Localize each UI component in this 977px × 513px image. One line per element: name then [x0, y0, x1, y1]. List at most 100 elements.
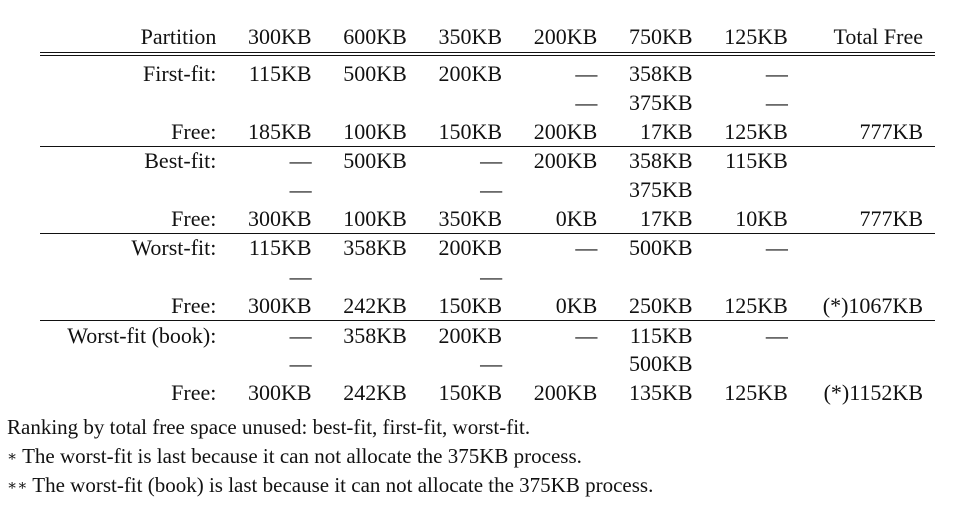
table-row: Free: 300KB 242KB 150KB 200KB 135KB 125KB (*)11…	[40, 379, 935, 408]
table-row: — — 500KB	[40, 350, 935, 379]
cell-col-300kb: —	[228, 146, 324, 176]
cell-total-free	[800, 350, 935, 379]
cell-col-350kb: 350KB	[438, 205, 503, 231]
cell-col-200kb: 0KB	[555, 205, 598, 231]
cell-partition	[40, 89, 228, 118]
worst-fit-group: Worst-fit: 115KB 358KB 200KB —500KB — — — Free: 3…	[40, 233, 935, 321]
cell-col-200kb: 200KB	[533, 379, 598, 405]
cell-col-350kb: —	[480, 264, 503, 290]
cell-total-free	[800, 176, 935, 205]
first-fit-group: First-fit: 115KB 500KB 200KB —358KB — —375KB — F…	[40, 54, 935, 147]
cell-col-200kb: 0KB	[555, 292, 598, 318]
cell-col-125kb	[705, 350, 800, 379]
cell-col-300kb: 185KB	[248, 118, 312, 144]
cell-partition: Free:	[171, 205, 217, 231]
cell-col-125kb: 125KB	[724, 379, 788, 405]
cell-col-600kb: 358KB	[323, 320, 419, 350]
cell-col-125kb: —	[765, 61, 788, 87]
cell-col-750kb: 500KB	[609, 233, 705, 263]
table-row: — 375KB —	[40, 89, 935, 118]
cell-col-600kb	[324, 350, 419, 379]
cell-col-200kb: 200KB	[514, 146, 610, 176]
cell-col-200kb: 200KB	[533, 118, 598, 144]
cell-col-300kb: —	[289, 264, 312, 290]
cell-partition: Worst-fit (book):	[40, 320, 229, 350]
cell-total-free: 777KB	[859, 205, 923, 231]
cell-col-125kb: 115KB	[704, 146, 800, 176]
table-row: — —	[40, 263, 935, 292]
cell-col-750kb: 135KB	[629, 379, 693, 405]
cell-col-750kb: 375KB	[629, 90, 693, 116]
allocation-table: Partition 300KB 600KB 350KB 200KB 750KB …	[40, 22, 935, 407]
cell-partition	[40, 176, 228, 205]
header-total-free: Total Free	[833, 24, 923, 49]
cell-col-350kb	[419, 89, 514, 118]
cell-partition: Worst-fit:	[40, 233, 229, 263]
footnote-marker-double: ∗∗	[7, 476, 28, 494]
header-200kb: 200KB	[533, 24, 598, 49]
cell-col-125kb: —	[765, 90, 788, 116]
cell-col-350kb: 200KB	[418, 320, 515, 350]
cell-total-free	[799, 320, 935, 350]
cell-col-750kb: 250KB	[629, 292, 693, 318]
cell-col-300kb: 300KB	[248, 379, 312, 405]
cell-col-750kb: 375KB	[629, 177, 693, 203]
cell-col-300kb: —	[289, 351, 312, 377]
cell-col-350kb: —	[418, 146, 515, 176]
table-row: — — 375KB	[40, 176, 935, 205]
best-fit-group: Best-fit: —500KB —200KB 358KB 115KB — —375KB Fr…	[40, 146, 935, 234]
cell-col-125kb: —	[704, 320, 800, 350]
cell-col-350kb: —	[480, 351, 503, 377]
cell-partition: Free:	[171, 118, 217, 144]
cell-col-600kb	[324, 176, 419, 205]
cell-total-free: (*)1067KB	[822, 292, 923, 318]
cell-col-350kb: —	[480, 177, 503, 203]
cell-col-125kb	[705, 176, 800, 205]
cell-col-300kb: —	[289, 177, 312, 203]
cell-col-600kb	[324, 89, 419, 118]
table-header: Partition 300KB 600KB 350KB 200KB 750KB …	[40, 22, 935, 54]
header-row: Partition 300KB 600KB 350KB 200KB 750KB …	[40, 22, 935, 54]
table-row: Free: 300KB 242KB 150KB 0KB 250KB 125KB (*)1067…	[40, 292, 935, 321]
cell-col-125kb: 10KB	[735, 205, 788, 231]
cell-col-300kb: 115KB	[248, 61, 312, 87]
ranking-note: Ranking by total free space unused: best…	[7, 413, 653, 442]
cell-col-600kb: 242KB	[343, 379, 407, 405]
header-partition: Partition	[140, 24, 217, 49]
footnote-double-star: ∗∗ The worst-fit (book) is last because …	[7, 471, 653, 500]
cell-col-750kb: 358KB	[629, 61, 693, 87]
cell-col-600kb: 100KB	[343, 118, 407, 144]
header-125kb: 125KB	[724, 24, 788, 49]
cell-col-200kb: —	[514, 320, 610, 350]
table-row: Best-fit: —500KB —200KB 358KB 115KB	[40, 146, 935, 176]
table-row: First-fit: 115KB 500KB 200KB — 358KB —	[40, 54, 935, 89]
cell-col-750kb	[609, 263, 704, 292]
cell-col-300kb: 300KB	[248, 292, 312, 318]
cell-col-750kb: 115KB	[609, 320, 705, 350]
cell-total-free	[800, 263, 935, 292]
cell-total-free	[800, 89, 935, 118]
cell-partition: Free:	[171, 379, 217, 405]
table-row: Worst-fit (book): —358KB 200KB —115KB —	[40, 320, 935, 350]
footnote-text-double: The worst-fit (book) is last because it …	[27, 473, 654, 497]
header-600kb: 600KB	[343, 24, 407, 49]
header-750kb: 750KB	[629, 24, 693, 49]
cell-col-125kb: 125KB	[724, 118, 788, 144]
notes-section: Ranking by total free space unused: best…	[7, 413, 653, 500]
table-row: Free: 185KB 100KB 150KB 200KB 17KB 125KB 777KB	[40, 117, 935, 146]
cell-total-free	[800, 54, 935, 89]
cell-col-125kb: —	[704, 233, 800, 263]
cell-partition: First-fit:	[143, 61, 217, 87]
cell-col-200kb	[514, 263, 609, 292]
header-300kb: 300KB	[248, 24, 312, 49]
cell-col-750kb: 17KB	[640, 205, 693, 231]
cell-col-750kb: 500KB	[629, 351, 693, 377]
cell-col-125kb: 125KB	[724, 292, 788, 318]
cell-col-600kb: 500KB	[323, 146, 419, 176]
cell-col-300kb: —	[228, 320, 324, 350]
cell-total-free: (*)1152KB	[823, 379, 923, 405]
footnote-marker-single: ∗	[7, 447, 18, 465]
ranking-text: Ranking by total free space unused: best…	[7, 415, 531, 439]
cell-total-free	[799, 233, 935, 263]
cell-col-750kb: 358KB	[609, 146, 705, 176]
